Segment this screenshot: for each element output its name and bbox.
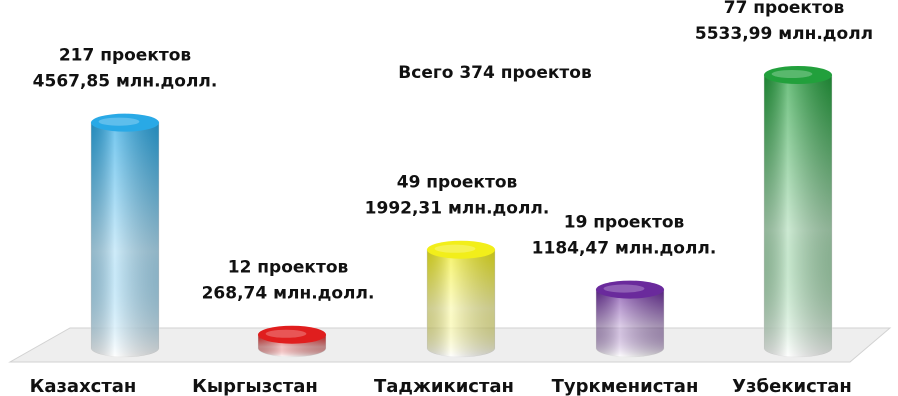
bars (90, 66, 833, 358)
bar-top-highlight-kyrgyzstan (265, 329, 307, 338)
bar-top-turkmenistan (596, 280, 664, 299)
bar-shade-uzbekistan (764, 75, 832, 357)
value-label-amount-kazakhstan: 4567,85 млн.долл. (33, 72, 218, 92)
bar-top-highlight-turkmenistan (603, 284, 645, 293)
bar-tajikistan (426, 240, 496, 358)
bar-kyrgyzstan (257, 325, 327, 358)
category-label-kyrgyzstan: Кыргызстан (192, 376, 318, 396)
value-label-projects-turkmenistan: 19 проектов (564, 213, 685, 233)
bar-turkmenistan (595, 280, 665, 358)
category-label-uzbekistan: Узбекистан (732, 376, 852, 396)
bar-shade-tajikistan (427, 249, 495, 357)
bar-top-tajikistan (427, 240, 495, 259)
bar-top-uzbekistan (764, 66, 832, 84)
value-label-amount-kyrgyzstan: 268,74 млн.долл. (202, 284, 375, 304)
category-label-turkmenistan: Туркменистан (552, 376, 699, 396)
category-label-tajikistan: Таджикистан (374, 376, 514, 396)
bar-top-kazakhstan (91, 113, 159, 132)
bar-uzbekistan (763, 66, 833, 358)
value-label-amount-uzbekistan: 5533,99 млн.долл (695, 24, 873, 44)
category-label-kazakhstan: Казахстан (30, 376, 137, 396)
category-labels: Казахстан Кыргызстан Таджикистан Туркменист… (30, 376, 852, 396)
value-label-amount-tajikistan: 1992,31 млн.долл. (365, 199, 550, 219)
value-label-amount-turkmenistan: 1184,47 млн.долл. (532, 239, 717, 259)
bar-top-highlight-kazakhstan (98, 117, 140, 126)
bar-shade-turkmenistan (596, 289, 664, 357)
value-label-projects-kazakhstan: 217 проектов (59, 46, 192, 66)
value-labels: 217 проектов 4567,85 млн.долл. 12 проектов… (33, 0, 873, 304)
chart-title: Всего 374 проектов (398, 63, 592, 83)
bar-top-highlight-tajikistan (434, 244, 476, 253)
value-label-projects-uzbekistan: 77 проектов (724, 0, 845, 18)
value-label-projects-tajikistan: 49 проектов (397, 173, 518, 193)
bar-top-kyrgyzstan (258, 325, 326, 344)
bar-kazakhstan (90, 113, 160, 358)
value-label-projects-kyrgyzstan: 12 проектов (228, 258, 349, 278)
bar-top-highlight-uzbekistan (771, 69, 813, 79)
bar-shade-kazakhstan (91, 122, 159, 357)
